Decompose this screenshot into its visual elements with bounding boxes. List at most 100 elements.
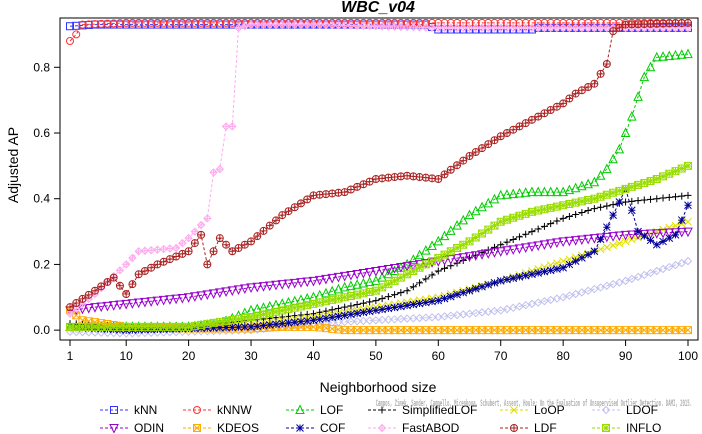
series-marker xyxy=(627,274,637,284)
series-marker xyxy=(146,245,156,255)
data-point xyxy=(684,161,692,170)
series-marker xyxy=(409,283,417,291)
data-point xyxy=(203,214,212,223)
series-marker xyxy=(109,19,118,28)
data-point xyxy=(590,247,599,256)
series-marker xyxy=(677,258,686,268)
series-marker xyxy=(233,285,244,296)
data-point xyxy=(558,186,568,197)
series-marker xyxy=(234,314,243,323)
data-point xyxy=(527,186,537,197)
data-point xyxy=(684,201,692,210)
series-marker xyxy=(471,284,480,293)
series-marker xyxy=(439,230,450,241)
series-marker xyxy=(596,69,605,78)
series-marker xyxy=(565,212,573,220)
series-marker xyxy=(115,19,124,28)
series-marker xyxy=(596,192,605,201)
series-marker xyxy=(284,312,292,320)
series-marker xyxy=(658,51,668,61)
series-line xyxy=(69,260,689,334)
series-marker xyxy=(440,294,449,303)
series-marker xyxy=(415,299,424,308)
series-marker xyxy=(290,318,299,327)
series-marker xyxy=(459,240,468,249)
series-marker xyxy=(615,186,624,195)
series-marker xyxy=(428,257,437,266)
series-marker xyxy=(490,221,499,230)
series-line xyxy=(69,22,689,308)
series-marker xyxy=(208,289,219,299)
legend-label: LDF xyxy=(534,421,557,434)
data-point xyxy=(652,240,661,249)
series-marker xyxy=(446,165,455,174)
series-line xyxy=(69,231,689,311)
series-marker xyxy=(297,317,305,326)
series-marker xyxy=(171,294,181,305)
series-FastABOD xyxy=(65,20,693,318)
series-marker xyxy=(108,301,119,311)
data-point xyxy=(559,201,568,210)
data-point xyxy=(559,257,568,265)
data-point xyxy=(247,313,256,321)
series-marker xyxy=(615,198,624,206)
data-point xyxy=(309,316,318,325)
series-marker xyxy=(445,225,456,235)
series-marker xyxy=(640,232,649,240)
series-marker xyxy=(533,298,543,307)
legend-label: FastABOD xyxy=(402,421,460,434)
series-marker xyxy=(197,18,206,27)
series-marker xyxy=(203,319,212,328)
series-marker xyxy=(391,291,399,299)
series-marker xyxy=(484,307,493,316)
data-point xyxy=(590,79,599,88)
series-marker xyxy=(583,234,593,245)
series-marker xyxy=(459,310,468,319)
series-marker xyxy=(402,314,412,323)
data-point xyxy=(683,256,693,266)
series-marker xyxy=(459,156,468,165)
series-marker xyxy=(652,266,661,276)
legend-label: LoOP xyxy=(534,403,565,417)
data-point xyxy=(590,194,599,203)
series-marker xyxy=(352,317,362,326)
series-marker xyxy=(83,303,94,314)
series-marker xyxy=(534,206,543,215)
legend-entry: COF xyxy=(286,421,345,434)
series-marker xyxy=(508,188,519,199)
series-marker xyxy=(428,297,436,306)
series-marker xyxy=(190,321,199,330)
series-marker xyxy=(627,230,637,241)
series-marker xyxy=(240,313,249,322)
series-marker xyxy=(377,271,387,282)
data-point xyxy=(465,237,474,246)
series-marker xyxy=(408,261,419,271)
series-marker xyxy=(627,182,636,191)
data-point xyxy=(496,132,505,141)
series-marker xyxy=(615,23,624,32)
series-marker xyxy=(390,303,399,312)
data-point xyxy=(171,243,181,253)
series-marker xyxy=(570,182,581,193)
data-point xyxy=(528,228,536,236)
series-marker xyxy=(490,306,499,316)
data-point xyxy=(621,237,630,246)
data-point xyxy=(372,306,380,315)
x-tick-label: 50 xyxy=(369,349,383,363)
series-marker xyxy=(340,293,349,302)
legend-entry: kNNW xyxy=(183,403,252,417)
series-marker xyxy=(172,18,181,27)
series-marker xyxy=(609,188,618,197)
series-kNNW xyxy=(66,18,692,45)
series-marker xyxy=(215,317,224,326)
series-marker xyxy=(209,323,218,332)
series-marker xyxy=(178,238,187,248)
legend-entry: KDEOS xyxy=(183,421,259,434)
legend-entry: LOF xyxy=(286,403,343,417)
series-marker xyxy=(190,292,200,302)
data-point xyxy=(433,235,444,246)
legend: kNN kNNW LOF SimplifiedLOF LoOP LDOF ODIN KDEOS… xyxy=(100,403,661,434)
series-marker xyxy=(334,188,343,197)
data-point xyxy=(403,270,412,279)
series-marker xyxy=(346,317,356,326)
